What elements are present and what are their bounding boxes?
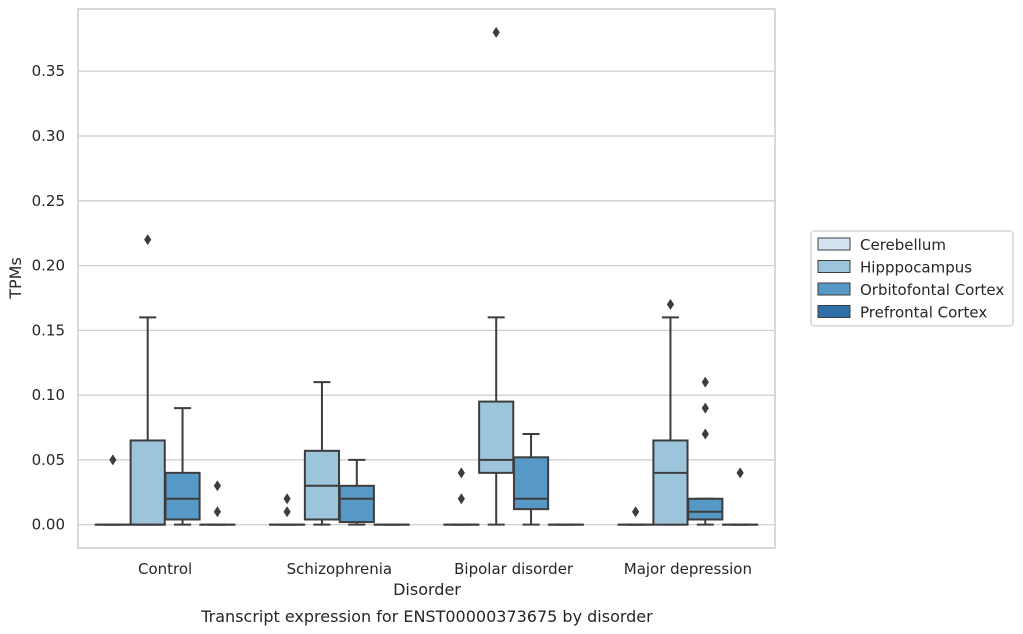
- outlier-point: [701, 402, 709, 414]
- x-tick-label: Major depression: [624, 560, 752, 578]
- legend-label: Cerebellum: [860, 236, 946, 254]
- outlier-point: [736, 467, 744, 479]
- y-tick-label: 0.00: [32, 516, 65, 534]
- box-iqr: [164, 471, 201, 521]
- box-0-1: [269, 493, 306, 526]
- y-tick-label: 0.35: [32, 62, 65, 80]
- outlier-point: [213, 506, 221, 518]
- outlier-point: [701, 428, 709, 440]
- box-iqr: [512, 456, 550, 511]
- y-tick-label: 0.10: [32, 386, 65, 404]
- legend-swatch: [817, 305, 851, 318]
- outlier-point: [213, 480, 221, 492]
- box-iqr: [478, 400, 515, 474]
- box-3-3: [722, 467, 759, 526]
- box-2-3: [687, 376, 724, 526]
- x-tick-label: Control: [138, 560, 192, 578]
- box-0-2: [443, 467, 480, 526]
- box-2-2: [512, 432, 550, 526]
- box-1-3: [652, 298, 689, 526]
- legend-label: Hipppocampus: [860, 259, 972, 277]
- box-1-1: [303, 381, 341, 526]
- outlier-point: [457, 493, 465, 505]
- outlier-point: [492, 26, 500, 38]
- box-0-0: [94, 454, 131, 526]
- box-1-2: [478, 26, 515, 526]
- legend-label: Prefrontal Cortex: [860, 304, 987, 322]
- y-tick-label: 0.20: [32, 257, 65, 275]
- box-3-0: [199, 480, 236, 526]
- x-tick-label: Bipolar disorder: [454, 560, 574, 578]
- legend-frame: [810, 230, 1014, 327]
- legend-label: Orbitofontal Cortex: [860, 281, 1004, 299]
- box-0-3: [617, 506, 654, 526]
- gridlines: [78, 70, 775, 526]
- outlier-point: [283, 493, 291, 505]
- box-iqr: [129, 439, 166, 526]
- box-iqr: [338, 484, 375, 524]
- plot-area-frame: [77, 8, 776, 549]
- box-2-0: [164, 407, 201, 526]
- y-tick-label: 0.05: [32, 451, 65, 469]
- outlier-point: [283, 506, 291, 518]
- outlier-point: [109, 454, 117, 466]
- x-axis-ticks: Control Schizophrenia Bipolar disorder Majo…: [138, 560, 752, 578]
- outlier-point: [457, 467, 465, 479]
- y-axis-ticks: 0.00 0.05 0.10 0.15 0.20 0.25 0.30 0.35: [32, 62, 65, 533]
- y-tick-label: 0.30: [32, 127, 65, 145]
- outlier-point: [666, 298, 675, 310]
- legend-swatch: [817, 260, 851, 273]
- outlier-point: [144, 234, 152, 246]
- y-tick-label: 0.15: [32, 321, 65, 339]
- legend-swatch: [817, 237, 851, 251]
- box-iqr: [652, 439, 689, 526]
- box-2-1: [338, 458, 375, 526]
- x-tick-label: Schizophrenia: [287, 560, 392, 578]
- y-tick-label: 0.25: [32, 192, 65, 210]
- box-series: [94, 26, 759, 526]
- outlier-point: [701, 376, 709, 388]
- chart-caption: Transcript expression for ENST0000037367…: [200, 607, 653, 626]
- box-1-0: [129, 234, 166, 526]
- outlier-point: [632, 506, 640, 518]
- y-axis-label: TPMs: [6, 257, 25, 300]
- box-iqr: [687, 497, 724, 521]
- legend: Cerebellum Hipppocampus Orbitofontal Corte…: [810, 230, 1014, 327]
- legend-swatch: [817, 282, 851, 296]
- x-axis-label: Disorder: [393, 580, 461, 599]
